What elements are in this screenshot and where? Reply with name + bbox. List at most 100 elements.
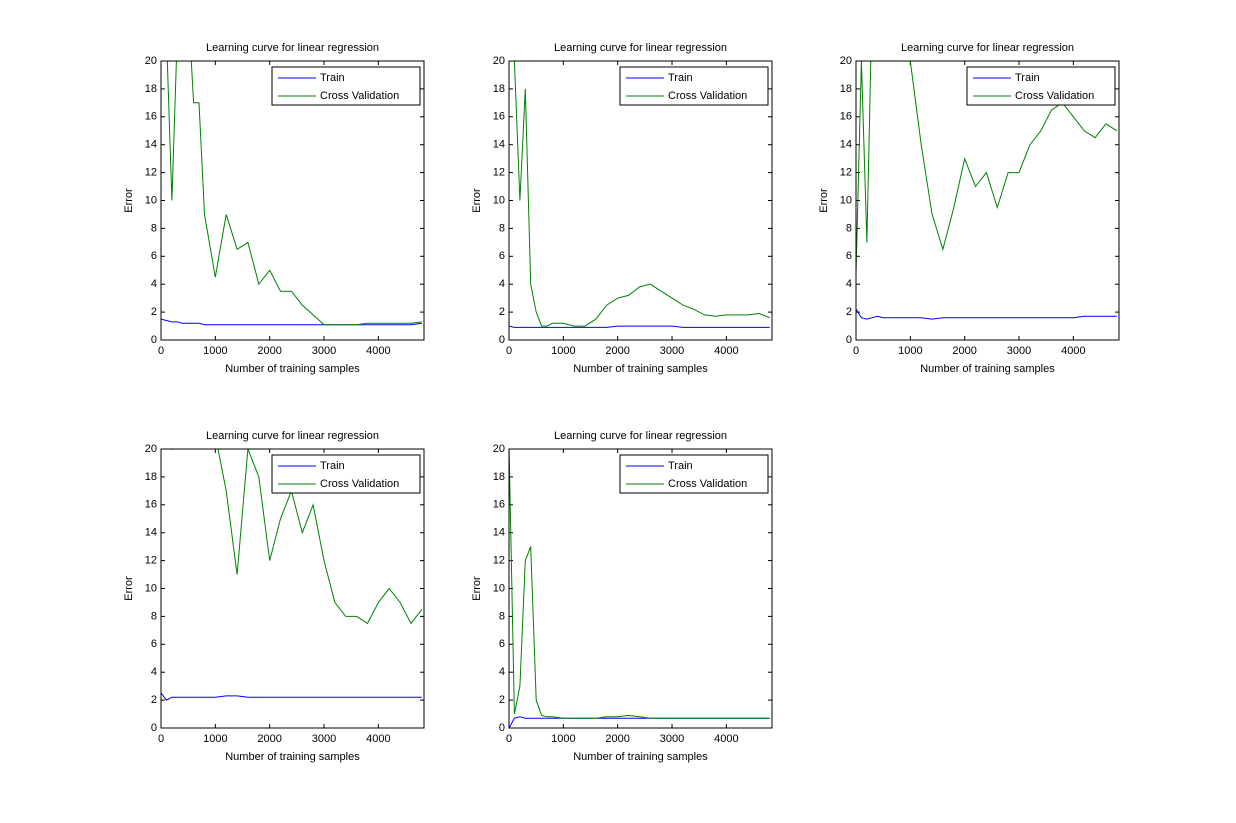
x-tick-label: 2000 — [257, 733, 281, 745]
x-tick-label: 1000 — [551, 733, 575, 745]
y-tick-label: 4 — [151, 666, 157, 678]
legend-label: Cross Validation — [668, 478, 747, 490]
x-tick-label: 3000 — [660, 733, 684, 745]
x-tick-label: 4000 — [714, 733, 738, 745]
chart-title: Learning curve for linear regression — [554, 42, 727, 54]
y-tick-label: 6 — [499, 638, 505, 650]
axes-background — [856, 61, 1119, 340]
x-tick-label: 3000 — [312, 733, 336, 745]
lines — [856, 61, 1118, 320]
series-line — [161, 692, 422, 701]
x-tick-label: 4000 — [1061, 345, 1085, 357]
y-tick-label: 0 — [846, 334, 852, 346]
x-tick-label: 0 — [158, 733, 164, 745]
y-tick-label: 4 — [151, 278, 157, 290]
y-tick-label: 8 — [151, 222, 157, 234]
axes-frame — [855, 60, 1120, 341]
y-tick-label: 6 — [151, 250, 157, 262]
y-tick-label: 8 — [499, 222, 505, 234]
x-tick-label: 0 — [853, 345, 859, 357]
series-line — [166, 61, 422, 326]
subplot: 0 1000 2000 3000 4000 0 2 4 6 8 10 12 14 16 18 20 Learni… — [123, 42, 425, 375]
x-tick-label: 3000 — [312, 345, 336, 357]
x-axis-label: Number of training samples — [225, 751, 360, 763]
y-tick-label: 4 — [499, 278, 505, 290]
y-tick-label: 16 — [145, 111, 157, 123]
y-tick-label: 0 — [151, 334, 157, 346]
y-tick-label: 14 — [493, 139, 505, 151]
x-tick-label: 0 — [506, 733, 512, 745]
y-tick-label: 12 — [145, 167, 157, 179]
series-line — [856, 61, 1118, 271]
x-axis-label: Number of training samples — [573, 751, 708, 763]
series-line — [513, 61, 770, 327]
legend-label: Cross Validation — [320, 478, 399, 490]
y-tick-label: 10 — [145, 194, 157, 206]
legend-label: Cross Validation — [668, 90, 747, 102]
legend-label: Train — [1015, 72, 1040, 84]
y-axis-label: Error — [471, 576, 483, 601]
y-tick-label: 12 — [493, 167, 505, 179]
x-tick-label: 3000 — [1007, 345, 1031, 357]
y-tick-label: 2 — [151, 694, 157, 706]
y-tick-label: 0 — [499, 334, 505, 346]
y-tick-label: 14 — [145, 527, 157, 539]
x-axis-label: Number of training samples — [225, 363, 360, 375]
axes-frame — [508, 448, 773, 729]
chart-title: Learning curve for linear regression — [554, 430, 727, 442]
y-tick-label: 12 — [145, 555, 157, 567]
series-line — [509, 449, 770, 719]
y-tick-label: 10 — [493, 582, 505, 594]
axes-frame — [160, 60, 425, 341]
legend-box — [271, 66, 421, 106]
series-line — [509, 325, 770, 328]
lines — [161, 449, 423, 701]
legend-label: Train — [320, 460, 345, 472]
series-line — [161, 318, 422, 326]
axes-background — [161, 61, 424, 340]
y-tick-label: 2 — [151, 306, 157, 318]
y-tick-label: 8 — [151, 610, 157, 622]
y-tick-label: 0 — [499, 722, 505, 734]
y-tick-label: 18 — [493, 471, 505, 483]
x-tick-label: 2000 — [605, 733, 629, 745]
y-tick-label: 6 — [846, 250, 852, 262]
y-tick-label: 10 — [145, 582, 157, 594]
lines — [509, 449, 770, 728]
axes-frame — [160, 448, 425, 729]
y-tick-label: 20 — [145, 55, 157, 67]
y-tick-label: 18 — [145, 83, 157, 95]
x-tick-label: 1000 — [203, 345, 227, 357]
y-axis-label: Error — [123, 188, 135, 213]
y-tick-label: 12 — [493, 555, 505, 567]
x-tick-label: 2000 — [605, 345, 629, 357]
legend-box — [271, 454, 421, 494]
x-tick-label: 3000 — [660, 345, 684, 357]
y-tick-label: 8 — [846, 222, 852, 234]
y-tick-label: 2 — [846, 306, 852, 318]
y-axis-label: Error — [471, 188, 483, 213]
y-tick-label: 16 — [145, 499, 157, 511]
x-tick-label: 2000 — [952, 345, 976, 357]
y-tick-label: 18 — [145, 471, 157, 483]
lines — [161, 61, 422, 326]
x-tick-label: 0 — [506, 345, 512, 357]
axes-background — [509, 61, 772, 340]
x-tick-label: 2000 — [257, 345, 281, 357]
y-tick-label: 4 — [499, 666, 505, 678]
x-tick-label: 4000 — [366, 345, 390, 357]
y-tick-label: 2 — [499, 306, 505, 318]
subplot: 0 1000 2000 3000 4000 0 2 4 6 8 10 12 14 16 18 20 Learni… — [471, 430, 773, 763]
chart-title: Learning curve for linear regression — [206, 430, 379, 442]
axes-background — [509, 449, 772, 728]
y-tick-label: 6 — [151, 638, 157, 650]
y-tick-label: 2 — [499, 694, 505, 706]
legend-label: Train — [320, 72, 345, 84]
legend-label: Train — [668, 72, 693, 84]
y-tick-label: 16 — [840, 111, 852, 123]
y-tick-label: 20 — [840, 55, 852, 67]
legend-label: Train — [668, 460, 693, 472]
x-tick-label: 1000 — [551, 345, 575, 357]
series-line — [856, 309, 1117, 320]
